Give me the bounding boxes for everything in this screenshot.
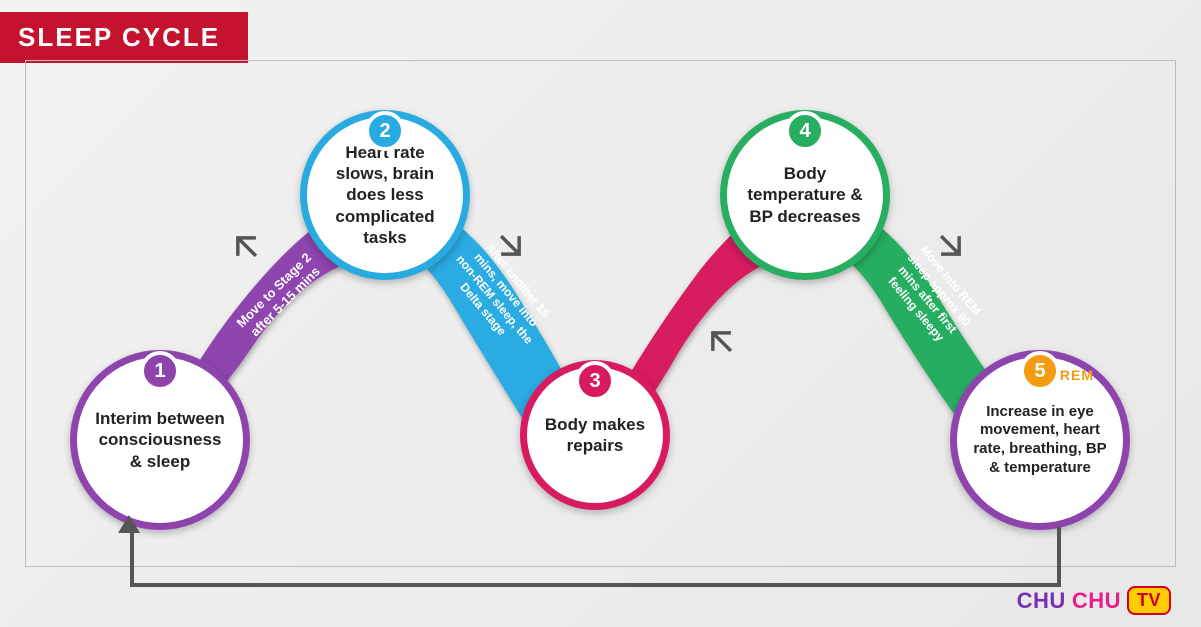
stage-3-node: 3 Body makes repairs [520, 360, 670, 510]
stage-1-node: 1 Interim between consciousness & sleep [70, 350, 250, 530]
rem-label: REM [1060, 367, 1094, 383]
stage-5-text: Increase in eye movement, heart rate, br… [971, 403, 1109, 478]
stage-2-node: 2 Heart rate slows, brain does less comp… [300, 110, 470, 280]
stage-5-node: 5 REM Increase in eye movement, heart ra… [950, 350, 1130, 530]
stage-5-badge: 5 [1020, 351, 1060, 391]
title: SLEEP CYCLE [0, 12, 248, 63]
return-arrowhead [118, 515, 140, 533]
infographic-canvas: SLEEP CYCLE 1 Interim between consciousn… [0, 0, 1201, 627]
return-path [130, 527, 1061, 587]
logo: CHU CHU TV [1017, 586, 1171, 615]
logo-part3: TV [1127, 586, 1171, 615]
stage-4-text: Body temperature & BP decreases [741, 163, 869, 227]
stage-1-badge: 1 [140, 351, 180, 391]
stage-2-badge: 2 [365, 111, 405, 151]
stage-2-text: Heart rate slows, brain does less compli… [321, 142, 449, 248]
stage-3-badge: 3 [575, 361, 615, 401]
logo-part1: CHU [1017, 588, 1066, 614]
stage-3-text: Body makes repairs [541, 414, 649, 457]
stage-4-badge: 4 [785, 111, 825, 151]
stage-4-node: 4 Body temperature & BP decreases [720, 110, 890, 280]
logo-part2: CHU [1072, 588, 1121, 614]
stage-1-text: Interim between consciousness & sleep [91, 408, 229, 472]
